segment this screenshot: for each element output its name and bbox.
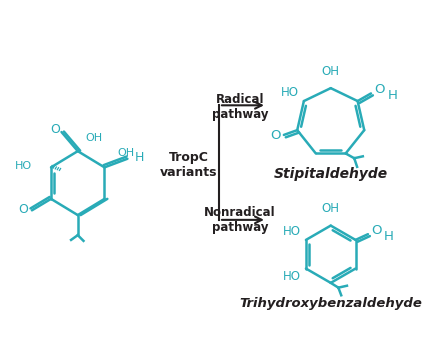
Text: H: H: [135, 151, 144, 164]
Text: Nonradical
pathway: Nonradical pathway: [204, 205, 276, 233]
Text: H: H: [388, 89, 398, 102]
Text: Radical
pathway: Radical pathway: [212, 93, 268, 121]
Text: OH: OH: [322, 65, 340, 78]
Text: HO: HO: [283, 225, 301, 238]
Text: Stipitaldehyde: Stipitaldehyde: [274, 167, 388, 181]
Text: O: O: [50, 123, 60, 136]
Text: O: O: [371, 224, 382, 237]
Text: OH: OH: [118, 148, 135, 158]
Text: O: O: [374, 83, 385, 96]
Text: HO: HO: [281, 86, 299, 99]
Text: Trihydroxybenzaldehyde: Trihydroxybenzaldehyde: [239, 297, 422, 310]
Text: OH: OH: [322, 202, 340, 215]
Text: OH: OH: [85, 133, 103, 143]
Text: O: O: [18, 203, 28, 216]
Text: O: O: [270, 130, 281, 142]
Text: HO: HO: [283, 270, 301, 283]
Text: HO: HO: [15, 161, 32, 171]
Text: TropC
variants: TropC variants: [160, 152, 217, 180]
Text: H: H: [384, 230, 394, 243]
